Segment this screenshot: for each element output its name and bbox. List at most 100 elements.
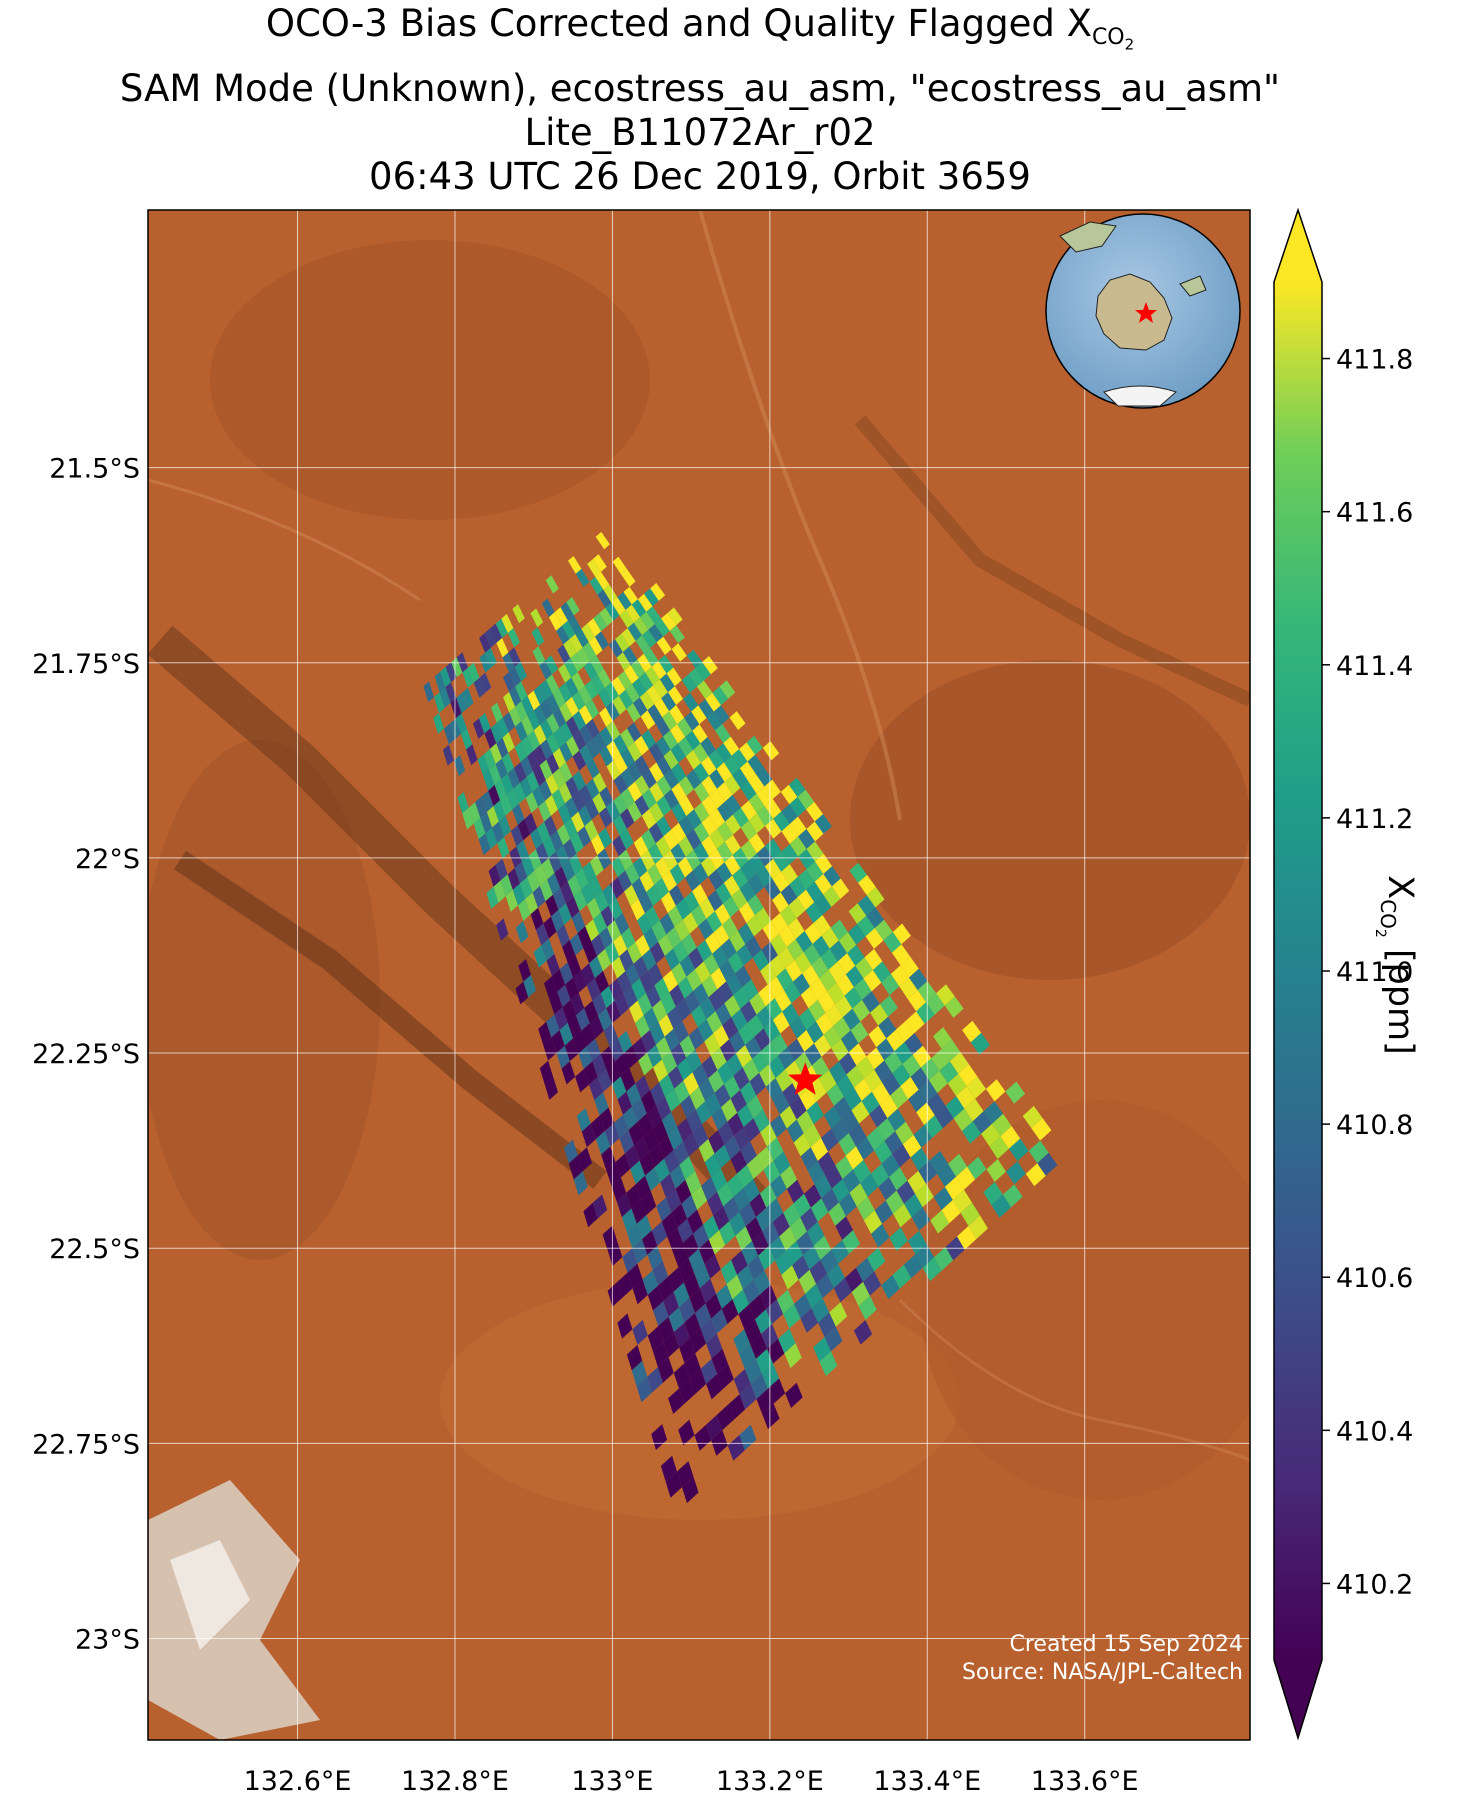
sounding-footprint xyxy=(607,920,622,942)
sounding-footprint xyxy=(717,981,734,1004)
sounding-footprint xyxy=(588,636,603,656)
sounding-footprint xyxy=(719,959,736,982)
sounding-footprint xyxy=(545,794,558,816)
terrain-patch xyxy=(920,1100,1250,1500)
sounding-footprint xyxy=(655,836,671,858)
sounding-footprint xyxy=(597,948,612,971)
sounding-footprint xyxy=(564,1139,578,1164)
sounding-footprint xyxy=(903,1254,923,1279)
sounding-footprint xyxy=(809,1079,827,1102)
sounding-footprint xyxy=(723,736,740,756)
sounding-footprint xyxy=(495,618,508,638)
sounding-footprint xyxy=(616,1192,632,1218)
sounding-footprint xyxy=(550,830,564,852)
sounding-footprint xyxy=(620,1068,636,1092)
sounding-footprint xyxy=(527,710,541,731)
sounding-footprint xyxy=(754,1028,771,1051)
sounding-footprint xyxy=(544,1076,558,1100)
sounding-footprint xyxy=(567,1015,582,1039)
sounding-footprint xyxy=(578,1046,593,1070)
sounding-footprint xyxy=(647,1285,664,1311)
sounding-footprint xyxy=(661,1111,678,1136)
sounding-footprint xyxy=(715,743,732,763)
sounding-footprint xyxy=(490,743,502,764)
sounding-footprint xyxy=(554,1007,568,1031)
sounding-footprint xyxy=(915,1183,934,1208)
sounding-footprint xyxy=(655,1036,671,1060)
sounding-footprint xyxy=(632,1279,648,1305)
sounding-footprint xyxy=(571,811,585,833)
sounding-footprint xyxy=(540,719,553,740)
sounding-footprint xyxy=(851,1101,870,1124)
sounding-footprint xyxy=(720,1259,738,1285)
sounding-footprint xyxy=(792,1255,810,1280)
sounding-footprint xyxy=(613,754,628,775)
sounding-footprint xyxy=(889,1167,908,1191)
colorbar-label: XCO2 [ppm] xyxy=(1372,875,1420,1055)
sounding-footprint xyxy=(648,963,663,986)
sounding-footprint xyxy=(689,1086,706,1110)
sounding-footprint xyxy=(821,1128,839,1152)
sounding-footprint xyxy=(606,1000,621,1024)
sounding-footprint xyxy=(966,1076,986,1099)
sounding-footprint xyxy=(724,855,741,876)
sounding-footprint xyxy=(740,781,757,801)
sounding-footprint xyxy=(740,1141,757,1165)
sounding-footprint xyxy=(641,729,656,750)
sounding-footprint xyxy=(871,1082,890,1105)
sounding-footprint xyxy=(647,1245,663,1271)
sounding-footprint xyxy=(813,1337,831,1362)
sounding-footprint xyxy=(816,1273,834,1299)
sounding-footprint xyxy=(766,1137,784,1161)
sounding-footprint xyxy=(653,679,668,699)
sounding-footprint xyxy=(750,1334,768,1359)
sounding-footprint xyxy=(530,608,544,628)
sounding-footprint xyxy=(558,803,572,825)
sounding-footprint xyxy=(624,884,639,906)
sounding-footprint xyxy=(849,1183,868,1207)
sounding-footprint xyxy=(823,1106,842,1129)
sounding-footprint xyxy=(541,938,555,961)
sounding-footprint xyxy=(587,559,601,577)
sounding-footprint xyxy=(538,1021,552,1045)
sounding-footprint xyxy=(777,947,795,969)
sounding-footprint xyxy=(566,736,580,757)
sounding-footprint xyxy=(640,710,656,730)
colorbar-extend-max xyxy=(1274,210,1322,282)
map-frame xyxy=(147,209,1251,1741)
sounding-footprint xyxy=(712,946,728,968)
sounding-footprint xyxy=(627,1223,643,1249)
sounding-footprint xyxy=(783,1303,801,1329)
sounding-footprint xyxy=(679,1297,695,1323)
sounding-footprint xyxy=(685,750,701,770)
sounding-footprint xyxy=(650,941,665,964)
sounding-footprint xyxy=(884,1051,903,1074)
sounding-footprint xyxy=(755,907,772,929)
sounding-footprint xyxy=(615,1053,630,1077)
sounding-footprint xyxy=(764,779,781,799)
sounding-footprint xyxy=(933,1186,953,1211)
sounding-footprint xyxy=(592,772,607,793)
creek-line xyxy=(898,1298,1250,1462)
sounding-footprint xyxy=(853,1320,873,1345)
sounding-footprint xyxy=(732,868,749,889)
sounding-footprint xyxy=(713,924,730,947)
sounding-footprint xyxy=(663,829,679,851)
sounding-footprint xyxy=(645,906,660,928)
sounding-footprint xyxy=(669,984,685,1007)
sounding-footprint xyxy=(845,965,864,988)
sounding-footprint xyxy=(713,1025,730,1048)
sounding-footprint xyxy=(698,1078,715,1102)
sounding-footprint xyxy=(929,1150,949,1174)
sounding-footprint xyxy=(601,1146,616,1171)
sounding-footprint xyxy=(910,1067,930,1090)
sounding-footprint xyxy=(613,934,628,957)
sounding-footprint xyxy=(748,813,766,834)
sounding-footprint xyxy=(740,840,757,861)
sounding-footprint xyxy=(804,1043,822,1066)
sounding-footprint xyxy=(630,899,645,921)
salt-lake-bright xyxy=(170,1540,250,1650)
sounding-footprint xyxy=(588,876,603,898)
sounding-footprint xyxy=(669,625,685,644)
sounding-footprint xyxy=(724,794,741,815)
